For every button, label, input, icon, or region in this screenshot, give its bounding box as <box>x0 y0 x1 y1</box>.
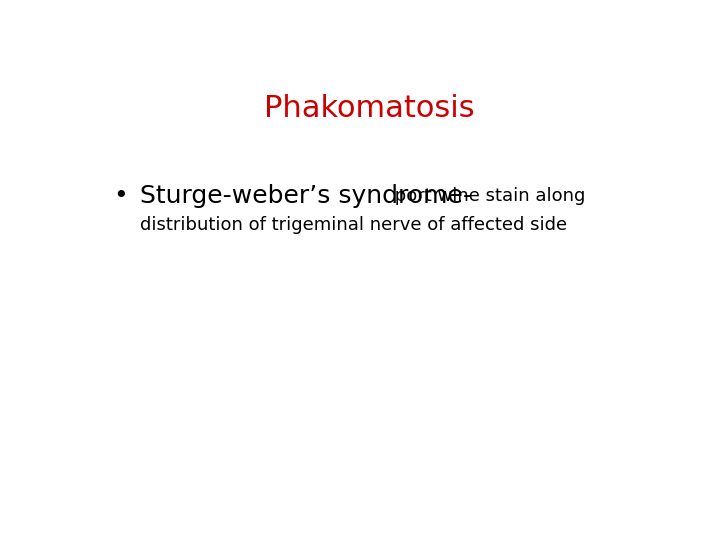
Text: distribution of trigeminal nerve of affected side: distribution of trigeminal nerve of affe… <box>140 216 567 234</box>
Text: port wine stain along: port wine stain along <box>389 187 585 205</box>
Text: Phakomatosis: Phakomatosis <box>264 94 474 123</box>
Text: •: • <box>113 184 128 208</box>
Text: Sturge-weber’s syndrome-: Sturge-weber’s syndrome- <box>140 184 472 208</box>
